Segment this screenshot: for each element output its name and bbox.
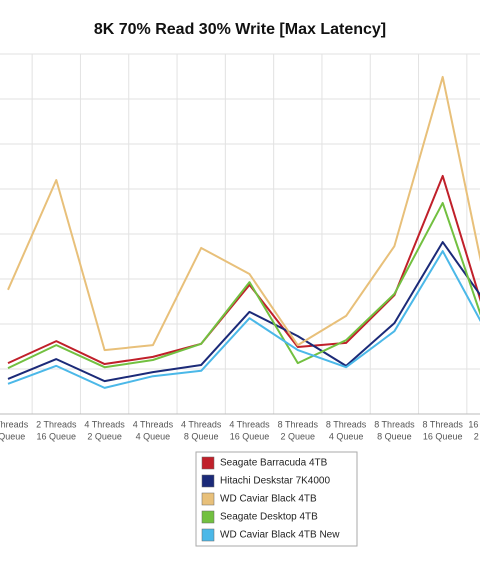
x-tick-label: 8 Queue: [377, 431, 412, 441]
x-tick-label: 16 Threads: [468, 419, 480, 429]
series-line: [7, 75, 480, 352]
legend-swatch: [201, 456, 215, 470]
x-tick-label: 2 Queue: [281, 431, 316, 441]
x-tick-label: 2 Queue: [87, 431, 122, 441]
x-tick-label: 4 Threads: [229, 419, 270, 429]
x-tick-label: 16 Queue: [37, 431, 77, 441]
series-line: [7, 174, 480, 366]
x-tick-label: 8 Queue: [184, 431, 219, 441]
x-tick-label: 2 Threads: [36, 419, 77, 429]
legend-box: [195, 451, 358, 547]
legend-label: Hitachi Deskstar 7K4000: [220, 476, 330, 487]
x-tick-label: 8 Queue: [0, 431, 25, 441]
x-tick-label: 2 Queue: [474, 431, 480, 441]
x-tick-label: 4 Queue: [136, 431, 171, 441]
series-line: [7, 201, 480, 370]
x-tick-label: 4 Threads: [84, 419, 125, 429]
series-line: [7, 250, 480, 389]
legend-label: Seagate Desktop 4TB: [220, 512, 318, 523]
x-tick-label: 16 Queue: [423, 431, 463, 441]
legend-label: Seagate Barracuda 4TB: [220, 458, 328, 469]
legend-label: WD Caviar Black 4TB: [220, 494, 317, 505]
x-tick-label: 4 Threads: [133, 419, 174, 429]
x-tick-label: 4 Queue: [329, 431, 364, 441]
series-line: [7, 241, 480, 383]
legend-swatch: [201, 510, 215, 524]
legend-swatch: [201, 474, 215, 488]
x-tick-label: 8 Threads: [278, 419, 319, 429]
x-tick-label: 8 Threads: [374, 419, 415, 429]
x-tick-label: 8 Threads: [423, 419, 464, 429]
legend-swatch: [201, 492, 215, 506]
x-tick-label: 8 Threads: [326, 419, 367, 429]
legend-swatch: [201, 528, 215, 542]
x-tick-label: 4 Threads: [181, 419, 222, 429]
x-tick-label: 2 Threads: [0, 419, 29, 429]
x-tick-label: 16 Queue: [230, 431, 270, 441]
chart-title: 8K 70% Read 30% Write [Max Latency]: [94, 21, 386, 38]
legend-label: WD Caviar Black 4TB New: [220, 530, 340, 541]
